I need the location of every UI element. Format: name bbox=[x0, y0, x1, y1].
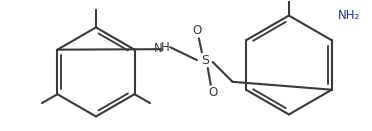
Text: S: S bbox=[201, 54, 209, 67]
Text: O: O bbox=[208, 86, 217, 99]
Text: N: N bbox=[154, 42, 163, 55]
Text: O: O bbox=[192, 24, 202, 37]
Text: NH₂: NH₂ bbox=[339, 9, 360, 22]
Text: H: H bbox=[161, 41, 170, 54]
